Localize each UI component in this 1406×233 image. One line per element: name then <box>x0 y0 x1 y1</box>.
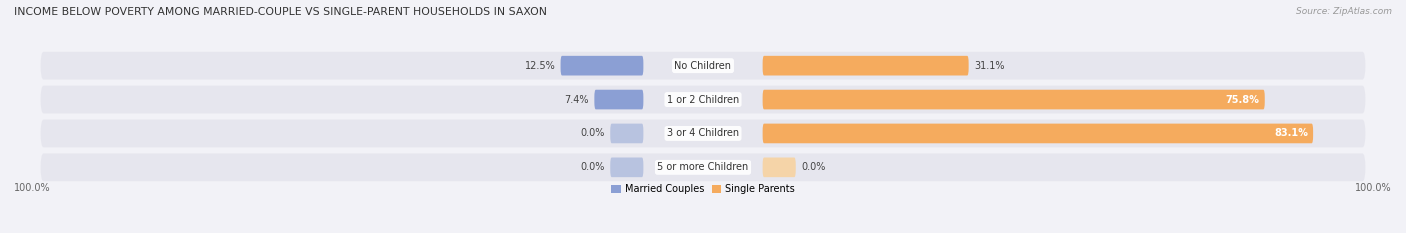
Text: 0.0%: 0.0% <box>581 128 605 138</box>
Legend: Married Couples, Single Parents: Married Couples, Single Parents <box>607 180 799 198</box>
Text: 0.0%: 0.0% <box>581 162 605 172</box>
FancyBboxPatch shape <box>41 154 1365 181</box>
Text: 31.1%: 31.1% <box>974 61 1004 71</box>
FancyBboxPatch shape <box>41 120 1365 147</box>
Text: 3 or 4 Children: 3 or 4 Children <box>666 128 740 138</box>
Text: 83.1%: 83.1% <box>1274 128 1308 138</box>
Text: No Children: No Children <box>675 61 731 71</box>
FancyBboxPatch shape <box>595 90 644 109</box>
Text: INCOME BELOW POVERTY AMONG MARRIED-COUPLE VS SINGLE-PARENT HOUSEHOLDS IN SAXON: INCOME BELOW POVERTY AMONG MARRIED-COUPL… <box>14 7 547 17</box>
FancyBboxPatch shape <box>561 56 644 75</box>
Text: 7.4%: 7.4% <box>565 95 589 105</box>
Text: Source: ZipAtlas.com: Source: ZipAtlas.com <box>1296 7 1392 16</box>
Text: 100.0%: 100.0% <box>1355 183 1392 193</box>
FancyBboxPatch shape <box>610 158 644 177</box>
FancyBboxPatch shape <box>762 124 1313 143</box>
FancyBboxPatch shape <box>41 86 1365 113</box>
FancyBboxPatch shape <box>762 158 796 177</box>
Text: 100.0%: 100.0% <box>14 183 51 193</box>
Text: 1 or 2 Children: 1 or 2 Children <box>666 95 740 105</box>
FancyBboxPatch shape <box>610 124 644 143</box>
Text: 5 or more Children: 5 or more Children <box>658 162 748 172</box>
Text: 0.0%: 0.0% <box>801 162 825 172</box>
Text: 12.5%: 12.5% <box>524 61 555 71</box>
FancyBboxPatch shape <box>762 90 1265 109</box>
Text: 75.8%: 75.8% <box>1226 95 1260 105</box>
FancyBboxPatch shape <box>41 52 1365 79</box>
FancyBboxPatch shape <box>762 56 969 75</box>
